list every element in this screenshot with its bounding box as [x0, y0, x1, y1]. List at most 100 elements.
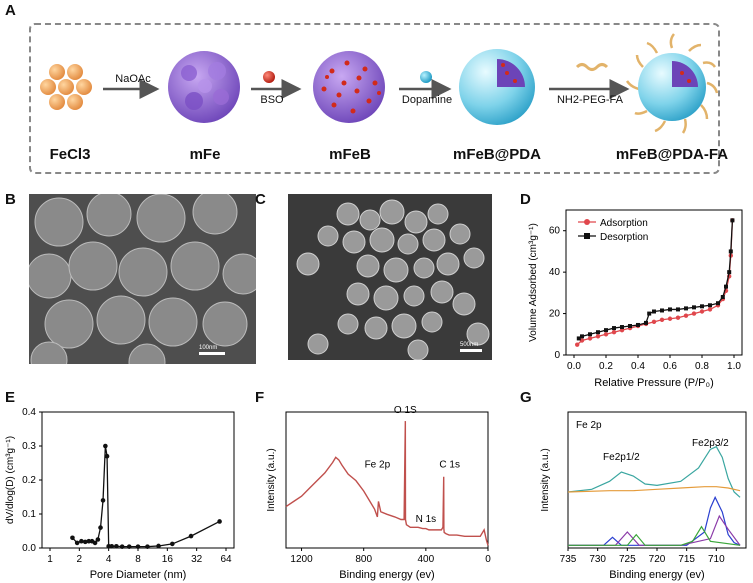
data-point — [620, 325, 624, 330]
x-axis-label: Relative Pressure (P/P₀) — [594, 377, 714, 389]
data-point — [70, 535, 75, 541]
step-mfeb: mFeB — [329, 146, 371, 163]
y-axis-label: dV/dlog(D) (cm³g⁻¹) — [5, 436, 16, 524]
data-point — [675, 315, 681, 320]
data-point — [659, 317, 665, 322]
panel-label-d: D — [520, 191, 531, 208]
data-point — [188, 533, 194, 539]
data-point — [691, 311, 697, 316]
x-tick-label: 710 — [708, 554, 725, 565]
data-point — [720, 295, 725, 299]
legend-marker — [584, 219, 590, 225]
data-point — [100, 498, 106, 503]
data-point — [676, 307, 680, 312]
data-point — [667, 316, 673, 321]
peak-annotation: N 1s — [416, 514, 437, 525]
x-tick-label: 1200 — [290, 554, 313, 565]
peak-annotation: Fe2p3/2 — [692, 438, 729, 449]
data-point — [576, 336, 581, 341]
data-point — [126, 544, 132, 549]
data-point — [660, 308, 664, 313]
y-tick-label: 40 — [549, 267, 561, 278]
x-axis-label: Binding energy (ev) — [339, 569, 434, 581]
x-tick-label: 725 — [619, 554, 636, 565]
sem-image-c: 500nm — [288, 194, 492, 360]
data-point — [156, 543, 161, 549]
x-tick-label: 0.0 — [567, 361, 581, 372]
mfeb-particle-icon — [313, 51, 385, 123]
legend-label: Adsorption — [600, 218, 648, 229]
data-point — [575, 342, 580, 347]
data-point — [727, 270, 732, 275]
step-mfeb-pda: mFeB@PDA — [453, 146, 541, 163]
x-tick-label: 720 — [649, 554, 666, 565]
x-tick-label: 32 — [191, 554, 203, 565]
data-point — [114, 544, 119, 549]
y-axis-label: Intensity (a.u.) — [540, 448, 551, 511]
data-point — [587, 336, 593, 341]
x-tick-label: 0.4 — [631, 361, 645, 372]
data-point — [692, 305, 696, 310]
x-tick-label: 1.0 — [727, 361, 741, 372]
x-tick-label: 400 — [418, 554, 435, 565]
plot-frame — [567, 411, 747, 549]
y-tick-label: 0.4 — [22, 407, 36, 418]
series-line — [567, 445, 741, 498]
series-line — [568, 525, 741, 546]
plot-frame — [41, 411, 235, 549]
x-tick-label: 16 — [162, 554, 174, 565]
data-point — [683, 313, 689, 318]
data-point — [611, 330, 617, 335]
peak-annotation: O 1S — [394, 405, 417, 416]
plot-frame — [565, 209, 743, 356]
y-axis-label: Intensity (a.u.) — [266, 448, 277, 511]
x-tick-label: 0.8 — [695, 361, 709, 372]
series-line — [285, 421, 489, 546]
reagent-dopamine: Dopamine — [401, 94, 453, 106]
data-point — [684, 306, 688, 311]
data-point — [651, 319, 657, 325]
chart-title: Fe 2p — [576, 420, 602, 431]
data-point — [119, 544, 125, 549]
data-point — [170, 541, 175, 547]
peak-annotation: Fe 2p — [365, 460, 391, 471]
legend-marker — [584, 233, 590, 239]
data-point — [98, 525, 103, 530]
chart-f-xps-survey: 1200 800 400 0 Binding energy (ev) Intensity … — [266, 405, 491, 581]
fecl3-particles-icon — [40, 64, 92, 110]
x-tick-label: 0.6 — [663, 361, 677, 372]
panel-label-c: C — [255, 191, 266, 208]
synthesis-scheme — [29, 23, 720, 174]
plot-frame — [285, 411, 489, 549]
peak-annotation: Fe2p1/2 — [603, 452, 640, 463]
mfeb-pda-fa-particle-icon — [625, 33, 719, 134]
data-point — [700, 304, 704, 309]
chart-e-pore-distribution: 1 2 4 8 16 32 64 0.0 0.1 0.2 0.3 0.4 Pore Diameter (… — [5, 407, 235, 581]
data-point — [82, 539, 88, 545]
data-point — [86, 538, 92, 544]
y-tick-label: 20 — [549, 309, 561, 320]
data-point — [104, 453, 110, 459]
series-line — [567, 486, 741, 493]
data-point — [612, 326, 616, 331]
legend-label: Desorption — [600, 232, 648, 243]
data-point — [92, 540, 98, 546]
data-point — [135, 544, 141, 549]
data-point — [668, 307, 672, 312]
x-tick-label: 4 — [106, 554, 112, 565]
x-tick-label: 2 — [77, 554, 83, 565]
x-tick-label: 0.2 — [599, 361, 613, 372]
panel-label-f: F — [255, 389, 265, 406]
data-point — [604, 328, 608, 333]
dopamine-icon — [420, 71, 432, 83]
x-tick-label: 1 — [47, 554, 53, 565]
peak-annotation: C 1s — [439, 460, 460, 471]
sem-image-b: 100nm — [29, 194, 256, 364]
data-point — [217, 519, 222, 524]
data-point — [730, 218, 735, 223]
data-point — [652, 309, 656, 314]
data-point — [74, 540, 80, 546]
data-point — [708, 303, 712, 308]
series-line — [568, 514, 741, 546]
data-point — [145, 544, 150, 549]
